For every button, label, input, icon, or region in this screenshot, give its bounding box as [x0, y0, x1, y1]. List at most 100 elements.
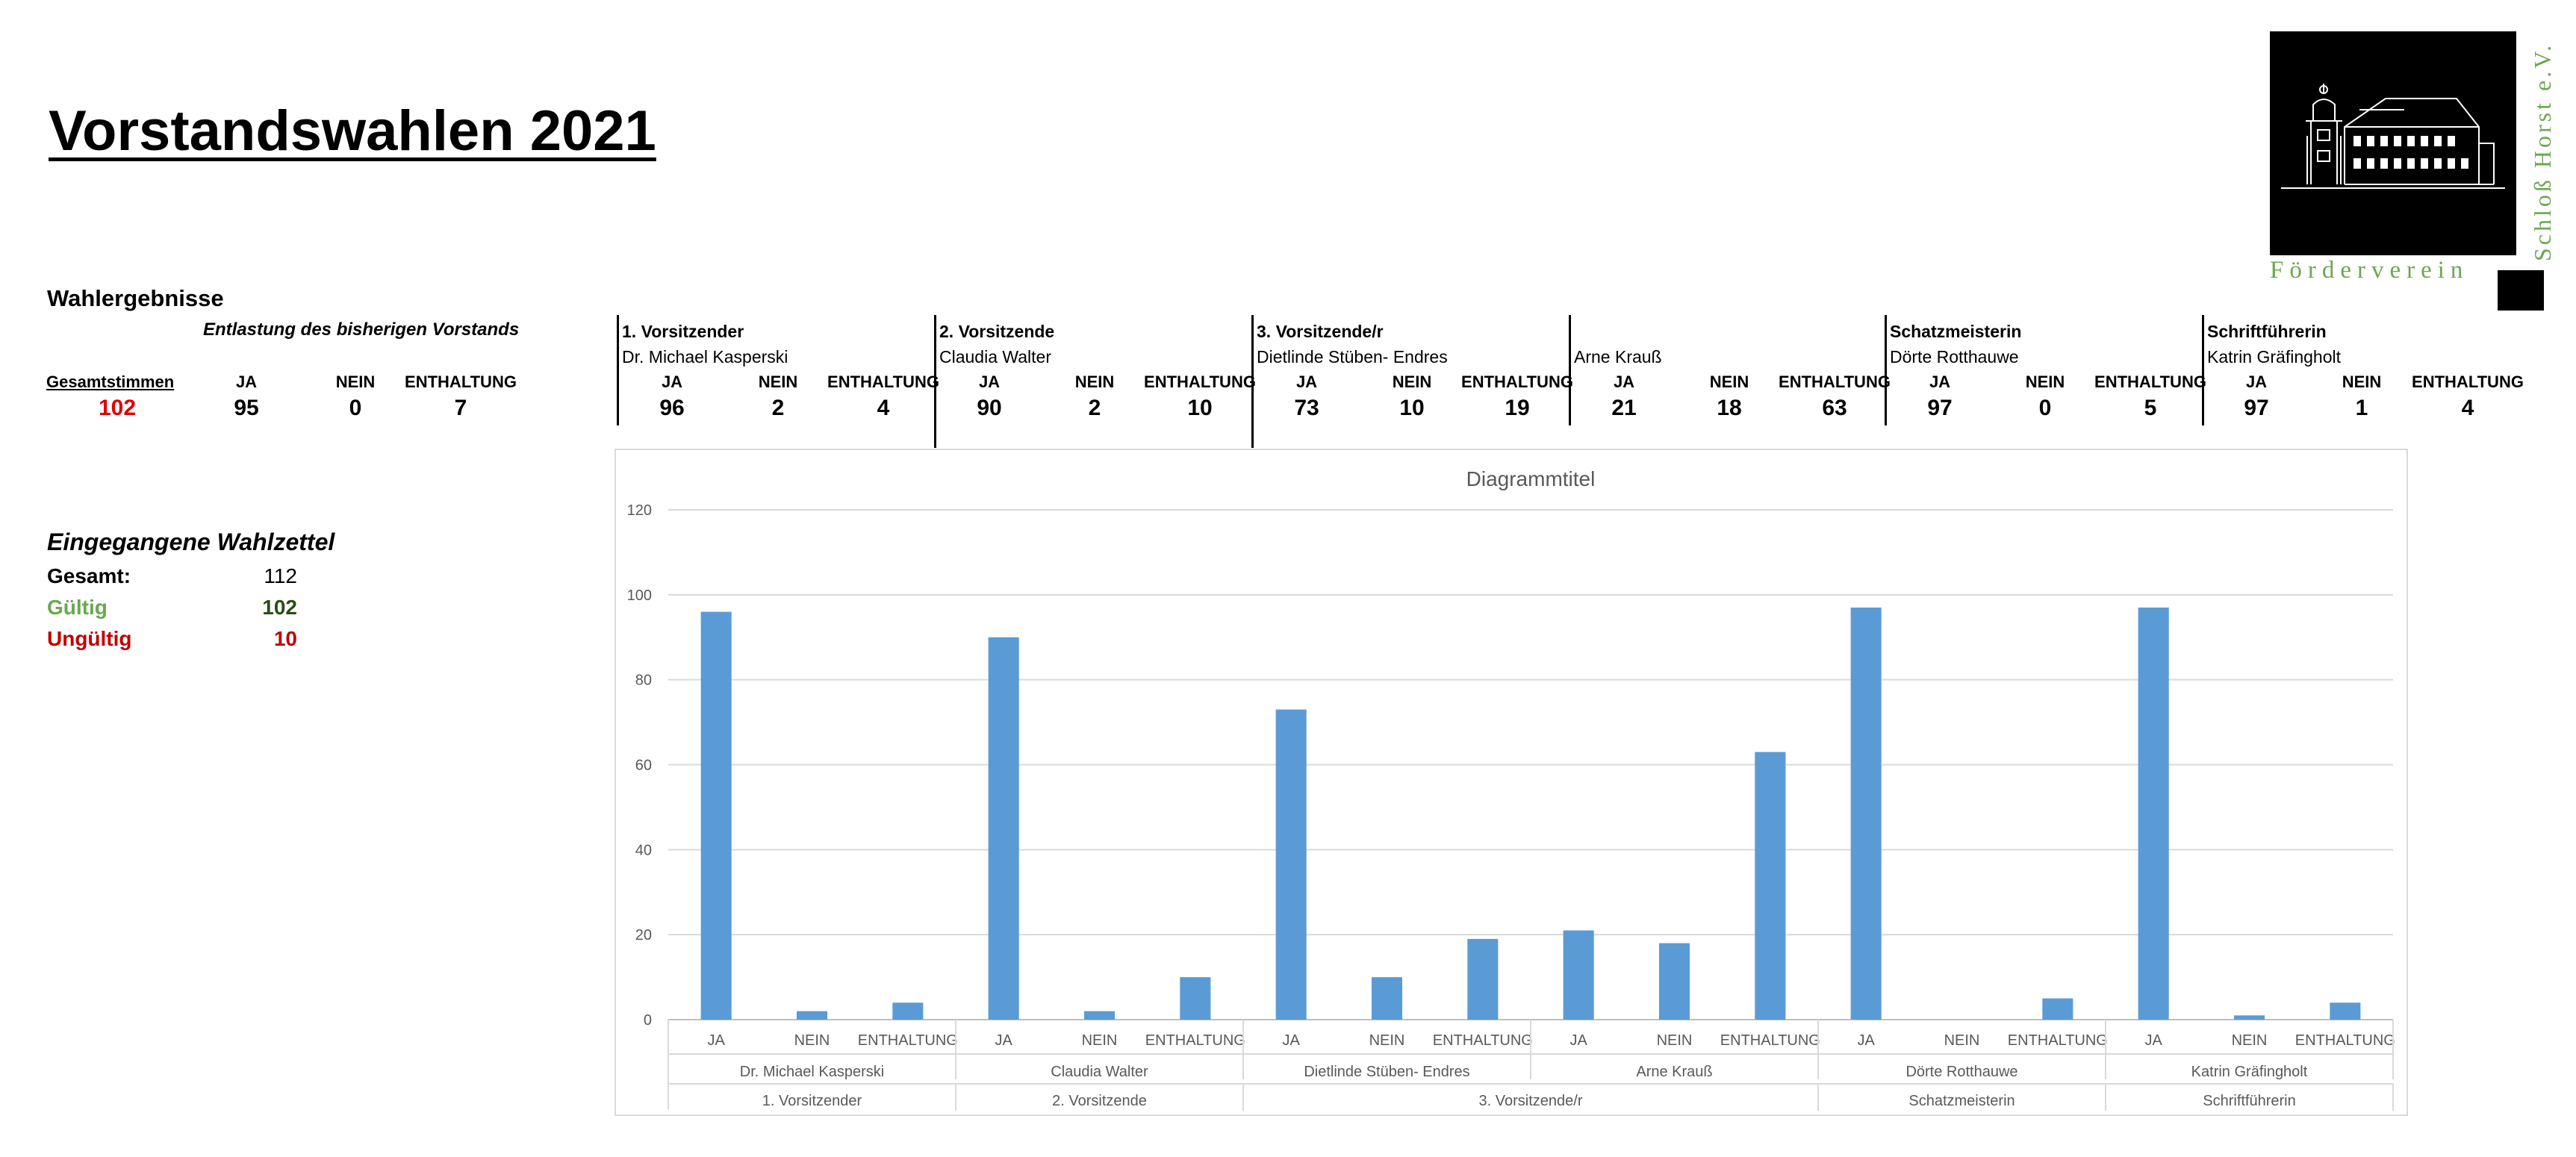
candidate-3: Dietlinde Stüben- Endres [1257, 347, 1448, 367]
nein-label-3: NEIN [1392, 372, 1432, 391]
bar [1658, 943, 1690, 1020]
x-role-label: 3. Vorsitzende/r [1479, 1093, 1583, 1109]
enthaltung-value-6: 4 [2461, 396, 2474, 420]
x-category-label: JA [707, 1032, 725, 1049]
entlastung-nein-value: 0 [349, 396, 362, 420]
x-category-label: JA [1569, 1032, 1587, 1049]
enthaltung-label-3: ENTHALTUNG [1461, 372, 1573, 391]
x-category-label: ENTHALTUNG [1720, 1032, 1820, 1049]
ballots-total-value: 112 [264, 564, 297, 587]
castle-logo-icon [2281, 84, 2505, 189]
results-heading: Wahlergebnisse [47, 285, 224, 311]
bar [1467, 938, 1499, 1020]
x-category-label: ENTHALTUNG [2295, 1032, 2395, 1049]
x-category-label: ENTHALTUNG [2008, 1032, 2108, 1049]
bar [1275, 709, 1307, 1020]
bar-chart: Diagrammtitel 0 20 40 60 80 100 120 JA NEIN ENTHAL… [627, 467, 2395, 1111]
page-title: Vorstandswahlen 2021 [49, 99, 656, 163]
y-tick-label: 20 [635, 927, 652, 944]
column-divider [2202, 315, 2204, 425]
ja-label-1: JA [661, 372, 683, 391]
enthaltung-value-1: 4 [877, 396, 890, 420]
ja-label-6: JA [2245, 372, 2268, 391]
ja-value-5: 97 [1927, 396, 1953, 420]
ja-label-3: JA [1295, 372, 1318, 391]
logo [2270, 31, 2516, 255]
black-square [2498, 270, 2544, 311]
total-votes-label: Gesamtstimmen [46, 372, 175, 391]
nein-value-6: 1 [2355, 396, 2368, 420]
y-tick-label: 100 [627, 587, 652, 604]
bar [2233, 1015, 2265, 1020]
bar [892, 1002, 924, 1020]
x-candidate-label: Katrin Gräfingholt [2191, 1064, 2308, 1080]
role-6: Schriftführerin [2207, 322, 2327, 341]
x-category-label: ENTHALTUNG [1433, 1032, 1533, 1049]
entlastung-ja-value: 95 [234, 396, 259, 420]
role-3: 3. Vorsitzende/r [1257, 322, 1384, 341]
enthaltung-value-5: 5 [2144, 396, 2157, 420]
x-category-label: ENTHALTUNG [858, 1032, 958, 1049]
ja-value-3: 73 [1294, 396, 1319, 420]
x-candidate-label: Dörte Rotthauwe [1905, 1064, 2017, 1080]
x-category-label: NEIN [1082, 1032, 1118, 1049]
x-candidate-label: Dr. Michael Kasperski [740, 1064, 884, 1080]
ja-value-1: 96 [659, 396, 685, 420]
y-tick-label: 120 [627, 502, 652, 519]
ballots-valid-value: 102 [262, 596, 297, 619]
logo-vertical-svg: Schloß Horst e.V. [2529, 43, 2556, 261]
x-candidate-label: Arne Krauß [1636, 1064, 1712, 1080]
bar [2138, 607, 2169, 1020]
nein-label-5: NEIN [2025, 372, 2065, 391]
ja-value-4: 21 [1611, 396, 1637, 420]
entlastung-nein-label: NEIN [335, 372, 376, 391]
total-votes-value: 102 [98, 396, 137, 420]
nein-label-2: NEIN [1074, 372, 1115, 391]
role-2: 2. Vorsitzende [939, 322, 1055, 341]
x-category-label: NEIN [1369, 1032, 1405, 1049]
enthaltung-label-4: ENTHALTUNG [1779, 372, 1891, 391]
bar [2042, 998, 2073, 1020]
x-category-label: NEIN [2232, 1032, 2268, 1049]
x-role-label: 2. Vorsitzende [1052, 1093, 1147, 1109]
x-candidate-label: Claudia Walter [1051, 1064, 1148, 1080]
nein-value-4: 18 [1717, 396, 1742, 420]
logo-bottom-text: Förderverein [2270, 257, 2469, 284]
ballots-invalid-value: 10 [273, 627, 297, 650]
logo-vertical-label: Schloß Horst e.V. [2530, 43, 2556, 261]
bar [1180, 977, 1211, 1020]
entlastung-enthaltung-value: 7 [454, 396, 467, 420]
nein-value-3: 10 [1399, 396, 1425, 420]
x-role-label: 1. Vorsitzender [762, 1093, 862, 1109]
enthaltung-value-3: 19 [1505, 396, 1530, 420]
x-category-label: JA [1282, 1032, 1300, 1049]
bar [1083, 1011, 1116, 1020]
entlastung-enthaltung-label: ENTHALTUNG [405, 372, 517, 391]
x-category-label: JA [1857, 1032, 1875, 1049]
entlastung-ja-label: JA [235, 372, 258, 391]
bar [700, 611, 732, 1020]
column-divider [1251, 315, 1254, 448]
y-tick-label: 80 [635, 673, 652, 689]
role-1: 1. Vorsitzender [622, 322, 744, 341]
x-category-label: NEIN [1944, 1032, 1980, 1049]
bar [796, 1011, 828, 1020]
bar [2330, 1002, 2361, 1020]
chart-title: Diagrammtitel [1466, 467, 1596, 490]
column-divider [617, 315, 619, 425]
nein-label-4: NEIN [1709, 372, 1749, 391]
nein-value-5: 0 [2038, 396, 2052, 420]
bar [1371, 977, 1403, 1020]
column-divider [934, 315, 936, 448]
bar [988, 637, 1019, 1020]
enthaltung-label-6: ENTHALTUNG [2412, 372, 2524, 391]
y-tick-label: 60 [635, 758, 652, 774]
entlastung-subtitle: Entlastung des bisherigen Vorstands [203, 319, 520, 340]
nein-value-2: 2 [1088, 396, 1101, 420]
enthaltung-value-2: 10 [1187, 396, 1213, 420]
bar [1563, 930, 1594, 1020]
ballots-invalid-label: Ungültig [47, 627, 132, 650]
candidate-1: Dr. Michael Kasperski [622, 347, 788, 367]
x-role-label: Schatzmeisterin [1908, 1093, 2015, 1109]
y-tick-label: 40 [635, 842, 652, 858]
